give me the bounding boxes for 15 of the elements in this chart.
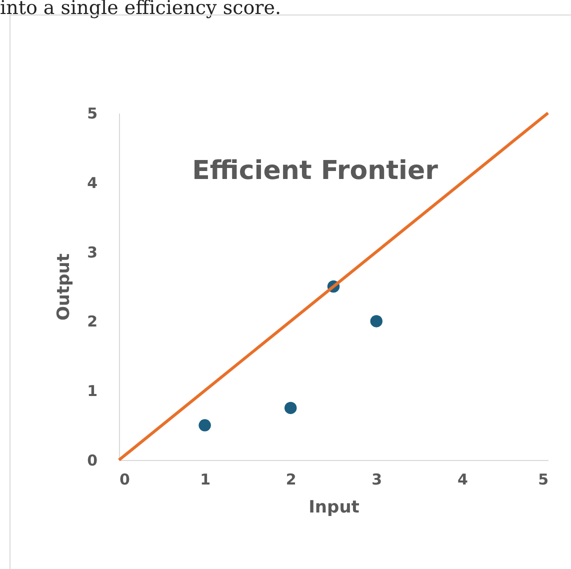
x-tick-label: 5 (538, 470, 548, 488)
y-axis-title: Output (54, 253, 74, 321)
y-tick-label: 5 (87, 104, 98, 122)
x-tick-label: 0 (120, 470, 130, 488)
y-tick-label: 1 (87, 382, 98, 400)
y-tick-label: 3 (87, 243, 98, 262)
x-tick-label: 2 (286, 470, 296, 488)
y-tick-label: 0 (87, 452, 98, 470)
y-tick-label: 4 (87, 174, 98, 192)
y-tick-label: 2 (87, 312, 98, 331)
x-tick-label: 4 (457, 470, 468, 488)
annotation: Efficient Frontier (192, 156, 438, 186)
x-tick-label: 3 (372, 470, 382, 488)
x-axis-title: Input (308, 498, 360, 518)
x-tick-label: 1 (200, 470, 211, 488)
